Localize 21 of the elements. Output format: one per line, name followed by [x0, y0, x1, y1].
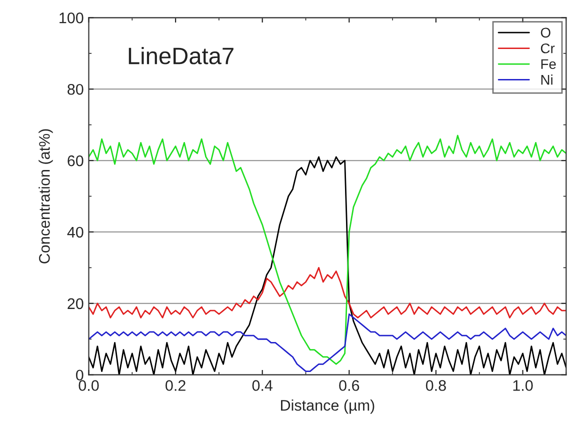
- x-tick-label: 0.0: [78, 380, 99, 391]
- x-tick-label: 0.4: [252, 380, 273, 391]
- x-axis-title: Distance (µm): [281, 400, 374, 414]
- legend-label: O: [540, 28, 550, 38]
- y-tick-label: 100: [60, 12, 84, 24]
- y-axis-title: Concentration (at%): [38, 129, 53, 264]
- y-tick-label: 20: [68, 298, 84, 310]
- y-tick-label: 0: [76, 370, 84, 381]
- x-tick-label: 0.6: [339, 380, 360, 391]
- x-tick-label: 0.2: [166, 380, 186, 391]
- x-tick-label: 0.8: [426, 380, 446, 391]
- x-tick-label: 1.0: [513, 380, 533, 391]
- y-tick-label: 80: [68, 84, 84, 95]
- legend-label: Fe: [541, 59, 556, 70]
- annotation: LineData7: [128, 46, 234, 64]
- y-tick-label: 60: [68, 155, 84, 166]
- line-series: [88, 313, 566, 372]
- line-series: [88, 266, 566, 318]
- legend-label: Ni: [541, 74, 552, 85]
- y-tick-label: 40: [67, 226, 84, 238]
- legend-label: Cr: [540, 43, 555, 54]
